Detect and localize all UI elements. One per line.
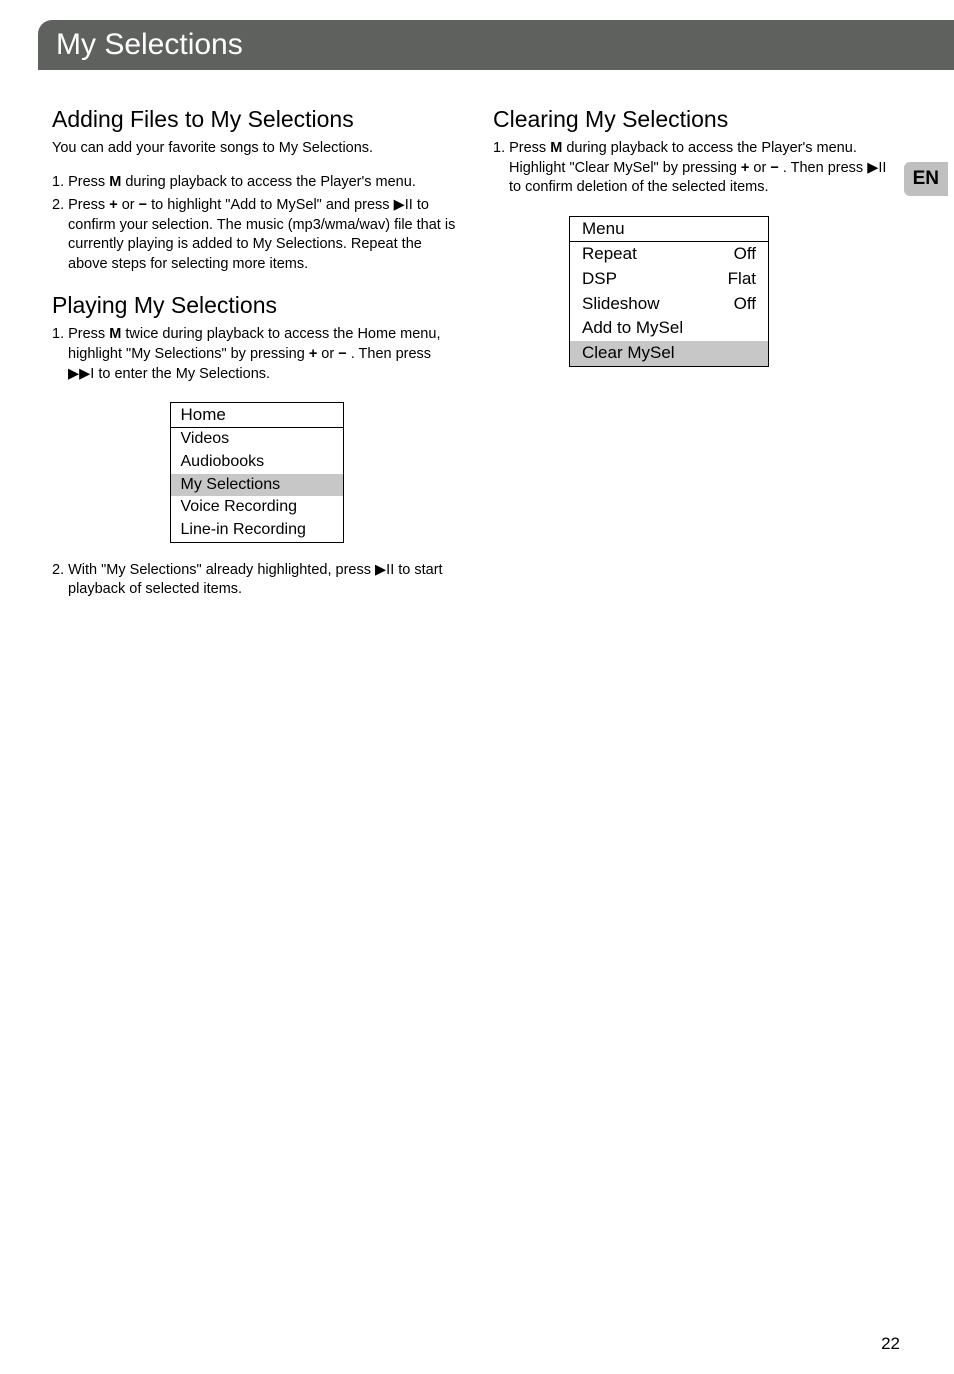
home-item-videos: Videos bbox=[171, 428, 343, 451]
home-item-voice: Voice Recording bbox=[171, 496, 343, 519]
text: 2. Press bbox=[52, 197, 109, 213]
text: or bbox=[317, 346, 338, 362]
menu-row-repeat: Repeat Off bbox=[570, 242, 768, 267]
playing-steps-1: 1. Press M twice during playback to acce… bbox=[52, 325, 461, 384]
home-header: Home bbox=[171, 403, 343, 428]
content-columns: Adding Files to My Selections You can ad… bbox=[52, 106, 902, 618]
minus-icon: − bbox=[770, 160, 778, 176]
right-column: EN Clearing My Selections 1. Press M dur… bbox=[493, 106, 902, 618]
adding-steps: 1. Press M during playback to access the… bbox=[52, 173, 461, 275]
clearing-step-1: 1. Press M during playback to access the… bbox=[493, 139, 902, 198]
text: to highlight "Add to MySel" and press bbox=[147, 197, 393, 213]
menu-row-addmysel: Add to MySel bbox=[570, 316, 768, 341]
playing-heading: Playing My Selections bbox=[52, 292, 461, 319]
player-menu-diagram: Menu Repeat Off DSP Flat Slideshow Off A… bbox=[569, 216, 769, 367]
home-item-audiobooks: Audiobooks bbox=[171, 451, 343, 474]
language-badge: EN bbox=[904, 162, 948, 196]
adding-step-1: 1. Press M during playback to access the… bbox=[52, 173, 461, 193]
text: . Then press bbox=[347, 346, 431, 362]
adding-subtext: You can add your favorite songs to My Se… bbox=[52, 139, 461, 159]
home-item-linein: Line-in Recording bbox=[171, 519, 343, 542]
text: or bbox=[118, 197, 139, 213]
text: 1. Press bbox=[52, 326, 109, 342]
home-menu-diagram: Home Videos Audiobooks My Selections Voi… bbox=[170, 402, 344, 543]
adding-step-2: 2. Press + or − to highlight "Add to MyS… bbox=[52, 196, 461, 274]
home-item-myselections: My Selections bbox=[171, 474, 343, 497]
clearing-steps: 1. Press M during playback to access the… bbox=[493, 139, 902, 198]
m-key: M bbox=[550, 140, 562, 156]
page-title: My Selections bbox=[56, 28, 243, 61]
text: . Then press bbox=[779, 160, 867, 176]
menu-header: Menu bbox=[570, 217, 768, 243]
value: Off bbox=[734, 295, 756, 314]
minus-icon: − bbox=[338, 346, 346, 362]
text: 1. Press bbox=[52, 174, 109, 190]
text: 1. Press bbox=[493, 140, 550, 156]
plus-icon: + bbox=[109, 197, 117, 213]
page-title-bar: My Selections bbox=[38, 20, 954, 70]
menu-row-slideshow: Slideshow Off bbox=[570, 292, 768, 317]
playing-steps-2: 2. With "My Selections" already highligh… bbox=[52, 561, 461, 600]
page-number: 22 bbox=[881, 1334, 900, 1354]
label: Slideshow bbox=[582, 295, 660, 314]
value: Flat bbox=[728, 270, 756, 289]
text: during playback to access the Player's m… bbox=[121, 174, 416, 190]
label: DSP bbox=[582, 270, 617, 289]
adding-heading: Adding Files to My Selections bbox=[52, 106, 461, 133]
playing-step-2: 2. With "My Selections" already highligh… bbox=[52, 561, 461, 600]
text: 2. With "My Selections" already highligh… bbox=[52, 562, 375, 578]
play-pause-icon: ▶II bbox=[375, 562, 394, 578]
clearing-heading: Clearing My Selections bbox=[493, 106, 902, 133]
text: or bbox=[749, 160, 770, 176]
play-pause-icon: ▶II bbox=[867, 160, 886, 176]
next-icon: ▶▶I bbox=[68, 366, 94, 382]
left-column: Adding Files to My Selections You can ad… bbox=[52, 106, 461, 618]
label: Repeat bbox=[582, 245, 637, 264]
text: to enter the My Selections. bbox=[94, 366, 270, 382]
play-pause-icon: ▶II bbox=[394, 197, 413, 213]
playing-step-1: 1. Press M twice during playback to acce… bbox=[52, 325, 461, 384]
menu-row-clearmysel: Clear MySel bbox=[570, 341, 768, 366]
m-key: M bbox=[109, 326, 121, 342]
menu-row-dsp: DSP Flat bbox=[570, 267, 768, 292]
text: to confirm deletion of the selected item… bbox=[509, 179, 769, 195]
m-key: M bbox=[109, 174, 121, 190]
minus-icon: − bbox=[139, 197, 147, 213]
plus-icon: + bbox=[309, 346, 317, 362]
value: Off bbox=[734, 245, 756, 264]
